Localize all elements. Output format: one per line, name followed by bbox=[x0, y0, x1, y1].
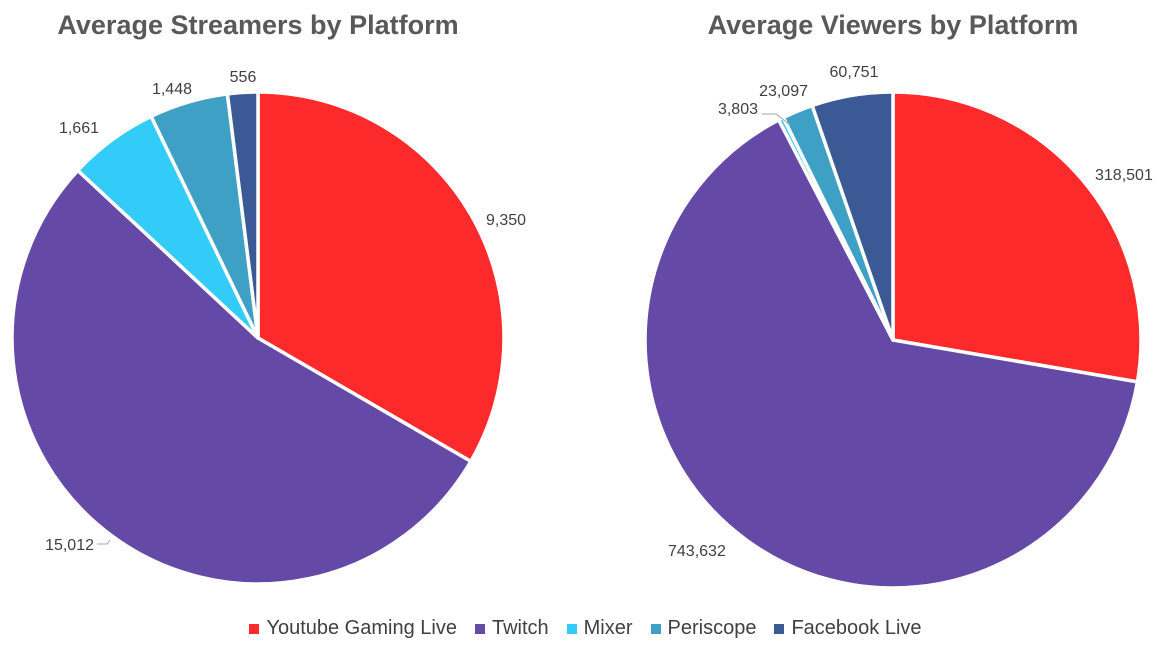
streamers-leader-line-twitch bbox=[97, 539, 111, 545]
legend-item-twitch: Twitch bbox=[474, 617, 549, 640]
viewers-data-label-twitch: 743,632 bbox=[668, 543, 726, 560]
viewers-data-label-facebook: 60,751 bbox=[830, 64, 879, 81]
viewers-leader-line-mixer bbox=[762, 113, 791, 126]
legend-swatch-periscope bbox=[650, 623, 661, 634]
legend-item-youtube: Youtube Gaming Live bbox=[249, 617, 457, 640]
streamers-chart-title: Average Streamers by Platform bbox=[57, 10, 459, 40]
streamers-slice-twitch bbox=[10, 168, 473, 586]
viewers-data-label-youtube: 318,501 bbox=[1095, 167, 1153, 184]
viewers-data-label-periscope: 23,097 bbox=[759, 83, 808, 100]
legend-label-mixer: Mixer bbox=[583, 617, 633, 639]
viewers-data-label-mixer: 3,803 bbox=[718, 101, 758, 118]
legend-label-periscope: Periscope bbox=[667, 617, 757, 639]
legend-swatch-twitch bbox=[474, 623, 485, 634]
streamers-slice-youtube bbox=[256, 90, 506, 464]
legend-item-facebook: Facebook Live bbox=[774, 617, 922, 640]
viewers-slice-youtube bbox=[891, 90, 1143, 384]
legend-swatch-youtube bbox=[249, 623, 260, 634]
viewers-slice-twitch bbox=[643, 118, 1140, 590]
legend-label-twitch: Twitch bbox=[491, 617, 549, 639]
legend-item-mixer: Mixer bbox=[566, 617, 633, 640]
streamers-data-label-periscope: 1,448 bbox=[152, 81, 192, 98]
legend-label-facebook: Facebook Live bbox=[791, 617, 922, 639]
streamers-data-label-mixer: 1,661 bbox=[59, 120, 99, 137]
viewers-chart-title: Average Viewers by Platform bbox=[707, 10, 1079, 40]
legend-label-youtube: Youtube Gaming Live bbox=[266, 617, 457, 639]
legend: Youtube Gaming Live Twitch Mixer Perisco… bbox=[0, 617, 1171, 640]
streamers-data-label-twitch: 15,012 bbox=[45, 537, 94, 554]
streamers-slice-facebook bbox=[225, 90, 260, 340]
legend-swatch-facebook bbox=[774, 623, 785, 634]
legend-item-periscope: Periscope bbox=[650, 617, 757, 640]
viewers-slice-facebook bbox=[810, 90, 895, 342]
legend-swatch-mixer bbox=[566, 623, 577, 634]
streamers-data-label-facebook: 556 bbox=[230, 69, 257, 86]
streamers-data-label-youtube: 9,350 bbox=[486, 212, 526, 229]
